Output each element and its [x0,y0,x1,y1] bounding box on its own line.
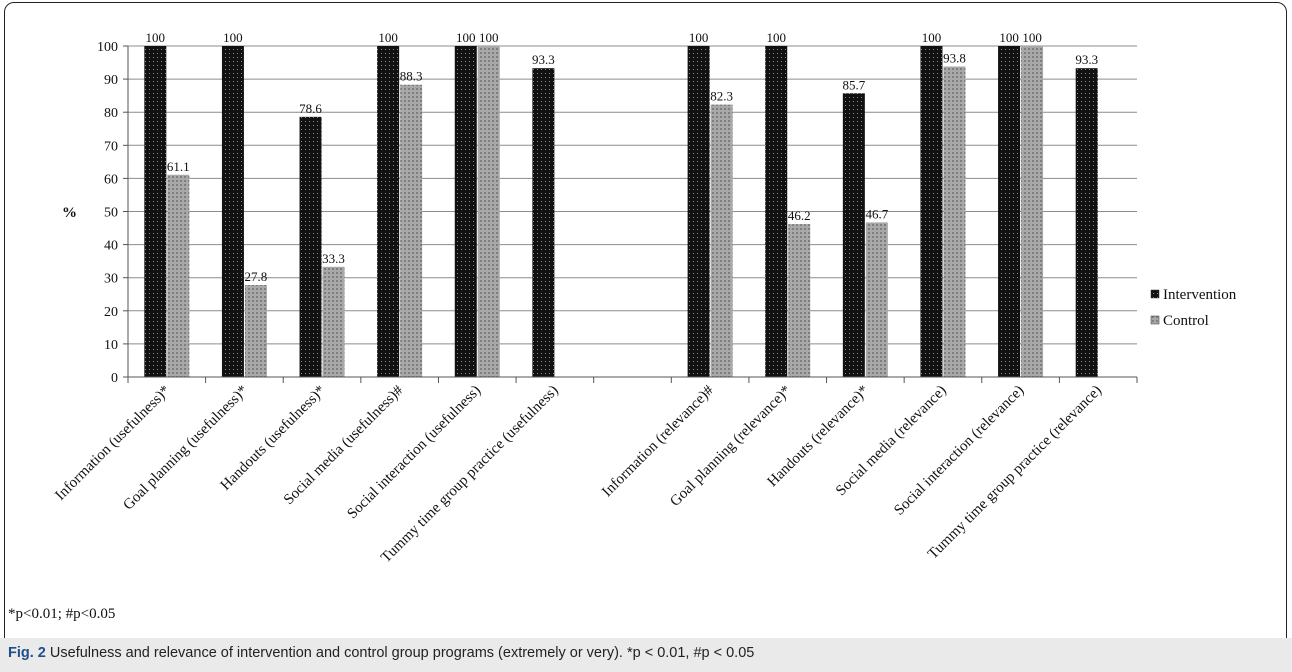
bar-control [477,46,500,377]
bar-intervention [377,46,400,377]
data-label: 27.8 [245,269,268,284]
caption-text: Usefulness and relevance of intervention… [45,645,755,661]
data-label: 100 [223,30,243,45]
data-label: 61.1 [167,159,190,174]
data-label: 100 [922,30,942,45]
data-label: 33.3 [322,251,345,266]
x-tick-label: Tummy time group practice (relevance) [925,383,1105,563]
bar-control [788,224,811,377]
footnote: *p<0.01; #p<0.05 [8,606,116,622]
y-tick-label: 10 [104,338,118,353]
data-label: 93.3 [1075,52,1098,67]
bar-control [943,66,966,377]
legend-swatch-intervention [1150,289,1160,299]
data-label: 46.7 [865,206,888,221]
legend-label-intervention: Intervention [1163,287,1237,303]
bar-control [167,174,190,377]
figure-caption: Fig. 2 Usefulness and relevance of inter… [0,638,1292,672]
bar-intervention [144,46,167,377]
data-label: 100 [766,30,786,45]
data-label: 82.3 [710,89,733,104]
data-label: 85.7 [842,77,865,92]
data-label: 100 [456,30,476,45]
y-tick-label: 30 [104,272,118,287]
bar-control [710,104,733,377]
bar-intervention [842,93,865,377]
y-tick-label: 0 [111,371,118,386]
data-label: 46.2 [788,208,811,223]
bar-control [322,266,345,377]
y-tick-label: 70 [104,139,118,154]
data-label: 100 [689,30,709,45]
figure-label: Fig. 2 [8,645,46,661]
data-label: 100 [1022,30,1042,45]
bar-control [244,284,267,377]
bar-intervention [1075,68,1098,377]
bar-control [865,222,888,377]
bar-intervention [998,46,1021,377]
data-label: 78.6 [299,101,322,116]
y-tick-label: 20 [104,305,118,320]
y-tick-label: 90 [104,73,118,88]
bar-control [400,84,423,378]
data-label: 100 [378,30,398,45]
bar-intervention [765,46,788,377]
bar-intervention [454,46,477,377]
data-label: 93.3 [532,52,555,67]
legend-label-control: Control [1163,313,1209,329]
y-tick-label: 50 [104,206,118,221]
data-label: 88.3 [400,69,423,84]
data-label: 100 [479,30,499,45]
bar-control [1021,46,1044,377]
bar-intervention [920,46,943,377]
x-tick-label: Social interaction (usefulness) [344,383,484,523]
x-tick-label: Tummy time group practice (usefulness) [378,383,562,567]
bar-intervention [299,116,322,378]
data-label: 100 [146,30,166,45]
y-tick-label: 40 [104,239,118,254]
y-axis-label: % [62,205,77,221]
x-tick-label: Social interaction (relevance) [891,383,1027,519]
data-label: 100 [999,30,1019,45]
x-tick-label: Goal planning (usefulness)* [120,383,251,514]
bar-intervention [687,46,710,377]
y-tick-label: 100 [97,40,118,55]
y-tick-label: 80 [104,106,118,121]
y-tick-label: 60 [104,172,118,187]
legend-swatch-control [1150,315,1160,325]
data-label: 93.8 [943,51,966,66]
bar-intervention [532,68,555,377]
bar-intervention [221,46,244,377]
